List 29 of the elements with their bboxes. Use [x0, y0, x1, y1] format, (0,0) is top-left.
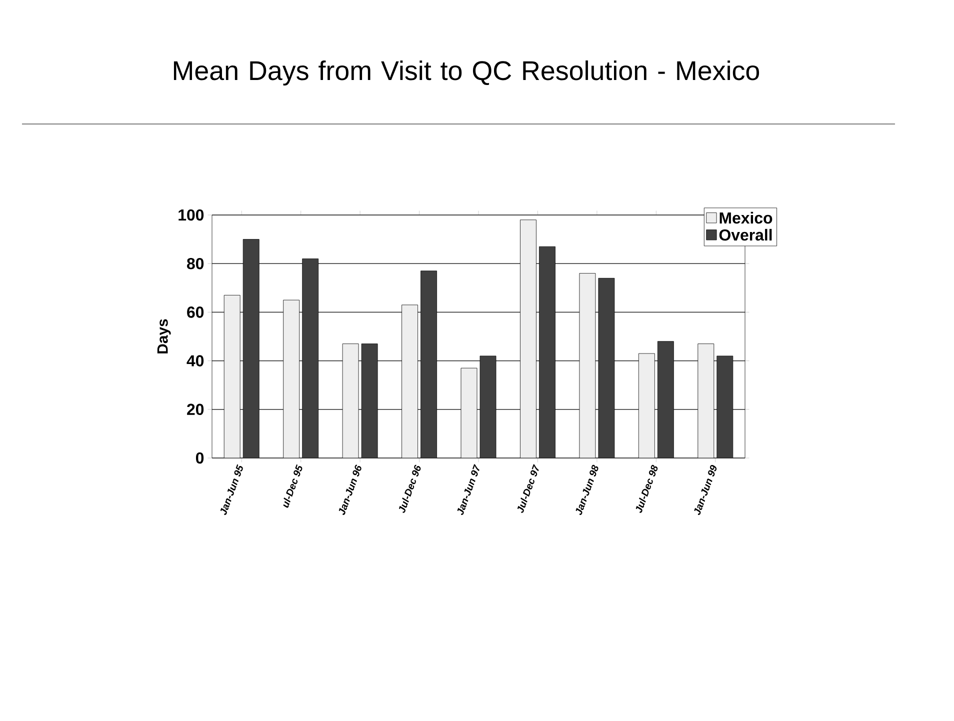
x-tick-label: ul-Dec 95: [283, 464, 302, 508]
legend-label: Overall: [719, 228, 772, 241]
y-tick-label: 60: [187, 306, 204, 318]
chart-title: Mean Days from Visit to QC Resolution - Mexico: [174, 60, 760, 86]
bar: [698, 344, 714, 458]
y-tick-label: 100: [178, 209, 204, 221]
bar: [539, 246, 556, 458]
bar: [598, 278, 615, 458]
bar: [520, 220, 536, 458]
bar: [638, 353, 655, 458]
bar: [242, 239, 260, 458]
bar: [460, 368, 478, 458]
y-tick-label: 0: [196, 452, 204, 464]
bar: [361, 344, 378, 458]
bar: [224, 294, 240, 458]
y-axis-title: Days: [157, 319, 171, 354]
bar: [283, 300, 300, 458]
bar: [579, 273, 596, 458]
bar: [420, 270, 437, 458]
legend-label: Mexico: [720, 212, 772, 224]
bar: [480, 356, 496, 458]
y-tick-label: 40: [186, 355, 204, 366]
y-tick-label: 80: [187, 258, 204, 270]
bar: [342, 344, 359, 458]
bar: [402, 304, 418, 458]
bar: [302, 258, 319, 458]
bar: [716, 356, 734, 458]
bar: [657, 341, 674, 458]
y-tick-label: 20: [187, 404, 204, 416]
